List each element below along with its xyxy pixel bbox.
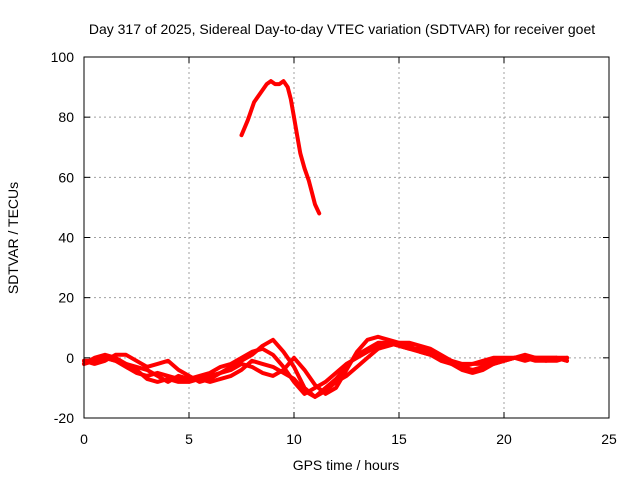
x-tick-label: 25 xyxy=(601,431,617,447)
y-tick-label: 0 xyxy=(66,350,74,366)
series-line-0 xyxy=(239,79,322,216)
x-tick-label: 10 xyxy=(286,431,302,447)
series-line-3 xyxy=(82,334,569,396)
y-tick-label: -20 xyxy=(54,410,74,426)
x-tick-label: 20 xyxy=(496,431,512,447)
x-tick-label: 15 xyxy=(391,431,407,447)
x-tick-label: 5 xyxy=(185,431,193,447)
y-tick-label: 100 xyxy=(51,49,75,65)
x-axis-label: GPS time / hours xyxy=(293,457,400,473)
y-tick-label: 60 xyxy=(58,169,74,185)
series-line-1 xyxy=(82,340,569,396)
y-tick-label: 20 xyxy=(58,290,74,306)
y-axis-label: SDTVAR / TECUs xyxy=(5,182,21,294)
chart-title: Day 317 of 2025, Sidereal Day-to-day VTE… xyxy=(89,21,595,37)
tick-layer: 0 5 10 15 20 25 -20 0 20 40 60 80 100 xyxy=(51,49,617,447)
series-line-4 xyxy=(82,340,569,399)
y-tick-label: 80 xyxy=(58,109,74,125)
x-tick-label: 0 xyxy=(80,431,88,447)
y-tick-label: 40 xyxy=(58,230,74,246)
series-layer xyxy=(82,79,569,399)
